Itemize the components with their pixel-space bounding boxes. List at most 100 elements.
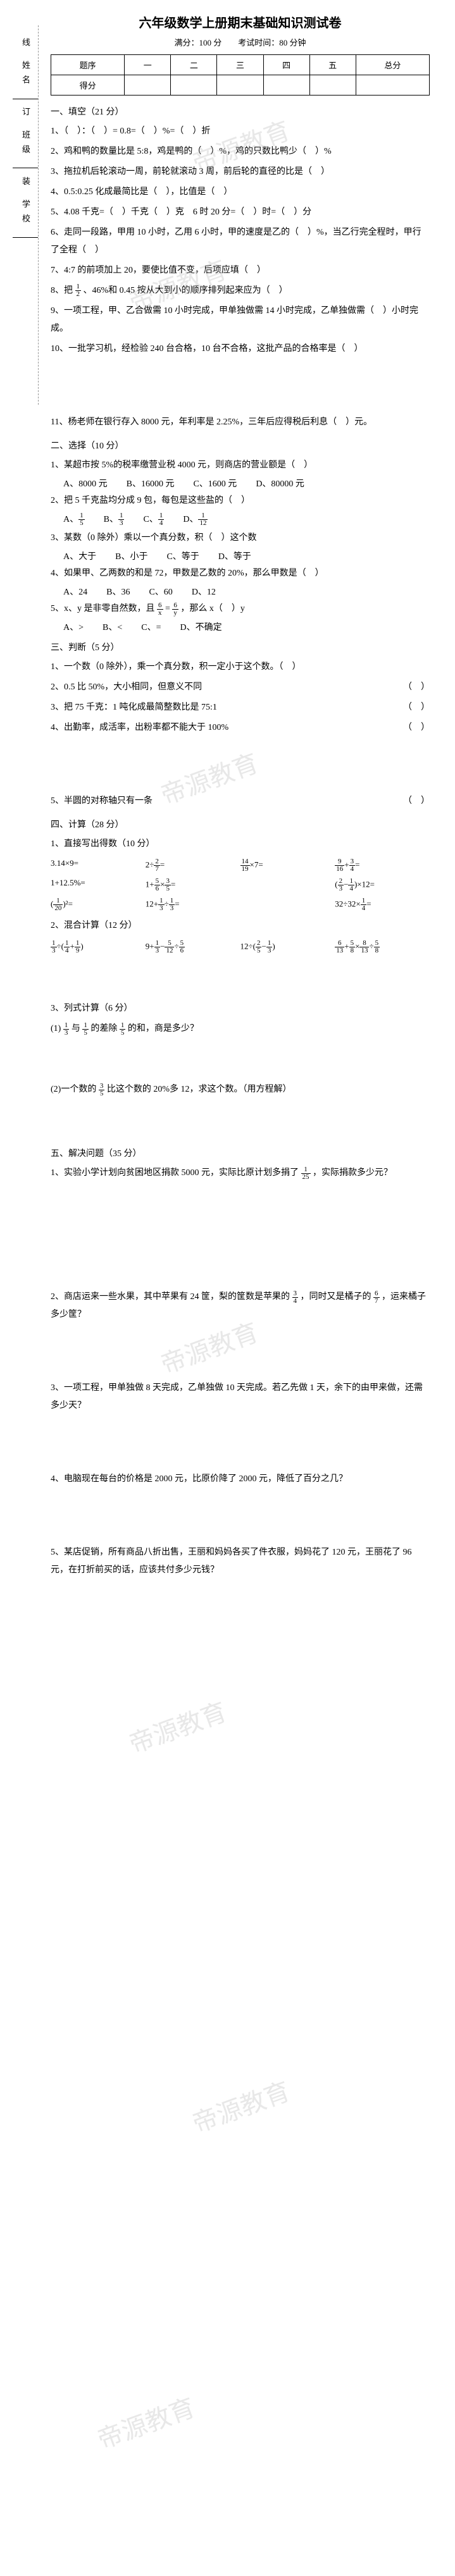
option: C、14 [143, 512, 164, 527]
question: (1) 13 与 15 的差除 15 的和，商是多少？ [51, 1020, 430, 1038]
score-cell [125, 75, 171, 96]
question: 5、半圆的对称轴只有一条（ ） [51, 792, 430, 810]
calc-item: 916+34= [335, 858, 430, 873]
calc-item: 12÷(25−13) [240, 940, 335, 954]
calc-item: 13÷(14+19) [51, 940, 146, 954]
calc-item: 1+12.5%= [51, 878, 146, 892]
text: 5、x、y 是非零自然数，且 [51, 604, 155, 613]
page-meta: 满分：100 分 考试时间：80 分钟 [51, 36, 430, 48]
calc-row: 1+12.5%= 1+56×35= (23−14)×12= [51, 878, 430, 892]
question: 2、鸡和鸭的数量比是 5:8，鸡是鸭的（ ）%，鸡的只数比鸭少（ ）% [51, 143, 430, 161]
section-title: 二、选择（10 分） [51, 439, 430, 452]
options: A、24 B、36 C、60 D、12 [63, 585, 430, 598]
text: 8、把 [51, 286, 73, 295]
fraction: 12 [75, 283, 82, 298]
calc-item: (23−14)×12= [335, 878, 430, 892]
option: B、36 [106, 585, 130, 598]
side-label: 装 [21, 177, 30, 192]
score-cell [171, 75, 217, 96]
text: (1) [51, 1024, 61, 1033]
calc-item: (120)²= [51, 897, 146, 912]
score-header: 一 [125, 55, 171, 75]
score-cell: 得分 [51, 75, 125, 96]
option: B、13 [104, 512, 125, 527]
question: 10、一批学习机，经检验 240 台合格，10 台不合格，这批产品的合格率是（ … [51, 340, 430, 358]
score-header: 题序 [51, 55, 125, 75]
fraction: 15 [120, 1022, 126, 1037]
calc-item: 12+13÷13= [146, 897, 240, 912]
question: 5、x、y 是非零自然数，且 6x = 6y ，那么 x（ ）y [51, 600, 430, 618]
calc-item: 1419×7= [240, 858, 335, 873]
option: B、小于 [115, 550, 147, 562]
options: A、15 B、13 C、14 D、112 [63, 512, 430, 527]
side-label: 班级 [21, 130, 30, 159]
calc-row: 13÷(14+19) 9+13−512÷56 12÷(25−13) 613+58… [51, 940, 430, 954]
option: A、> [63, 620, 84, 633]
calc-item: 1+56×35= [146, 878, 240, 892]
question: 6、走同一段路，甲用 10 小时，乙用 6 小时，甲的速度是乙的（ ）%，当乙行… [51, 224, 430, 259]
score-cell [263, 75, 309, 96]
page-title: 六年级数学上册期末基础知识测试卷 [51, 13, 430, 31]
question: 1、某超市按 5%的税率缴营业税 4000 元，则商店的营业额是（ ） [51, 457, 430, 474]
option: C、等于 [166, 550, 199, 562]
question: 1、（ ）：（ ）= 0.8=（ ）%=（ ）折 [51, 123, 430, 140]
option: D、12 [192, 585, 216, 598]
calc-item [240, 897, 335, 912]
option: B、< [103, 620, 122, 633]
question: 5、4.08 千克=（ ）千克（ ）克 6 时 20 分=（ ）时=（ ）分 [51, 204, 430, 221]
side-label: 订 [21, 108, 30, 122]
question: 4、出勤率，成活率，出粉率都不能大于 100%（ ） [51, 719, 430, 737]
subsection: 2、混合计算（12 分） [51, 917, 430, 935]
option: D、不确定 [180, 620, 221, 633]
option: C、1600 元 [193, 477, 237, 490]
calc-row: (120)²= 12+13÷13= 32÷32×14= [51, 897, 430, 912]
option: D、80000 元 [256, 477, 304, 490]
calc-item [240, 878, 335, 892]
side-label: 姓名 [21, 61, 30, 90]
text: 的和，商是多少？ [128, 1024, 199, 1033]
score-header: 三 [217, 55, 263, 75]
calc-item: 613+58×813÷58 [335, 940, 430, 954]
question: 11、杨老师在银行存入 8000 元，年利率是 2.25%，三年后应得税后利息（… [51, 414, 430, 431]
score-cell [309, 75, 356, 96]
calc-item: 9+13−512÷56 [146, 940, 240, 954]
text: 与 [72, 1024, 80, 1033]
score-header: 五 [309, 55, 356, 75]
question: (2)一个数的 35 比这个数的 20%多 12，求这个数。（用方程解） [51, 1081, 430, 1099]
option: B、16000 元 [127, 477, 175, 490]
subsection: 1、直接写出得数（10 分） [51, 835, 430, 853]
fraction: 6y [172, 602, 178, 617]
calc-item: 3.14×9= [51, 858, 146, 873]
option: D、112 [183, 512, 208, 527]
section-title: 四、计算（28 分） [51, 818, 430, 830]
score-cell [356, 75, 429, 96]
side-label: 学校 [21, 200, 30, 229]
question: 2、0.5 比 50%，大小相同，但意义不同（ ） [51, 679, 430, 696]
calc-item: 32÷32×14= [335, 897, 430, 912]
side-labels: 线 姓名 订 班级 装 学校 [13, 38, 38, 238]
options: A、8000 元 B、16000 元 C、1600 元 D、80000 元 [63, 477, 430, 490]
watermark: 帝源教育 [187, 2071, 294, 2140]
watermark: 帝源教育 [92, 2387, 199, 2456]
options: A、大于 B、小于 C、等于 D、等于 [63, 550, 430, 562]
question: 2、商店运来一些水果，其中苹果有 24 筐，梨的筐数是苹果的 34 ，同时又是橘… [51, 1288, 430, 1324]
option: A、8000 元 [63, 477, 108, 490]
question: 9、一项工程，甲、乙合做需 10 小时完成，甲单独做需 14 小时完成，乙单独做… [51, 302, 430, 338]
question: 8、把 12 、46%和 0.45 按从大到小的顺序排列起来应为（ ） [51, 282, 430, 300]
question: 4、电脑现在每台的价格是 2000 元，比原价降了 2000 元，降低了百分之几… [51, 1470, 430, 1488]
question: 5、某店促销，所有商品八折出售，王丽和妈妈各买了件衣服，妈妈花了 120 元，王… [51, 1544, 430, 1579]
question: 2、把 5 千克盐均分成 9 包，每包是这些盐的（ ） [51, 492, 430, 510]
fraction: 125 [301, 1166, 311, 1181]
question: 4、如果甲、乙两数的和是 72，甲数是乙数的 20%，那么甲数是（ ） [51, 565, 430, 582]
score-header: 二 [171, 55, 217, 75]
score-header: 总分 [356, 55, 429, 75]
fraction: 67 [373, 1290, 380, 1305]
question: 3、把 75 千克：1 吨化成最简整数比是 75:1（ ） [51, 699, 430, 717]
option: A、15 [63, 512, 85, 527]
fraction: 6x [157, 602, 163, 617]
question: 3、拖拉机后轮滚动一周，前轮就滚动 3 周，前后轮的直径的比是（ ） [51, 163, 430, 181]
score-table: 题序 一 二 三 四 五 总分 得分 [51, 54, 430, 96]
watermark: 帝源教育 [123, 1691, 231, 1760]
text: 的差除 [90, 1024, 117, 1033]
fraction: 15 [82, 1022, 89, 1037]
